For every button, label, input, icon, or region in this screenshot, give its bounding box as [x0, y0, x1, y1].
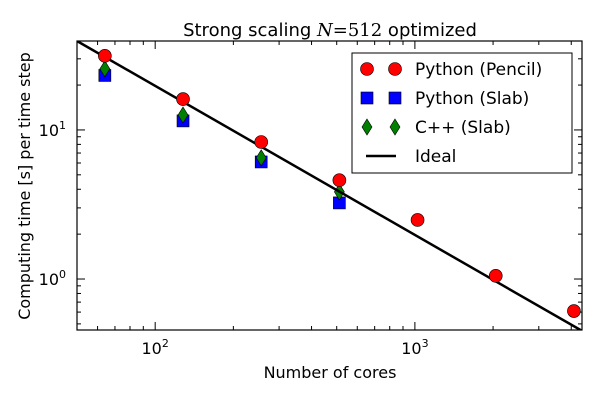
legend-diamond-icon	[361, 118, 373, 136]
legend-frame	[351, 52, 573, 174]
python-pencil-point	[98, 49, 112, 63]
x-tick-label: 102	[142, 337, 169, 358]
legend-diamond-icon	[389, 118, 401, 136]
plot-frame	[76, 40, 583, 331]
axis-ticks	[76, 41, 582, 330]
x-axis-label: Number of cores	[264, 363, 397, 382]
legend-label-python-pencil: Python (Pencil)	[415, 60, 542, 80]
legend-circle-icon	[388, 62, 402, 76]
c-slab-point	[99, 60, 111, 78]
python-pencil-point	[176, 92, 190, 106]
y-axis-label: Computing time [s] per time step	[15, 52, 34, 320]
legend-label-python-slab: Python (Slab)	[415, 89, 529, 109]
c-slab-point	[255, 149, 267, 167]
series-python-pencil	[98, 49, 581, 318]
y-tick-label: 101	[39, 119, 66, 140]
legend-square-icon	[388, 91, 402, 105]
plot-area	[77, 41, 582, 330]
python-pencil-point	[488, 269, 503, 283]
x-tick-label: 103	[401, 337, 428, 358]
chart-title: Strong scaling N=512 optimized	[183, 20, 477, 41]
series-layer	[77, 41, 582, 330]
legend-label-ideal: Ideal	[415, 147, 456, 167]
legend: Python (Pencil) Python (Slab) C++ (Slab) Id…	[351, 52, 573, 174]
python-pencil-point	[332, 173, 347, 188]
legend-circle-icon	[360, 62, 374, 76]
tick-labels: 102 103 100 101	[39, 119, 429, 358]
series-python-slab	[98, 69, 346, 210]
c-slab-point	[177, 106, 189, 124]
y-tick-label: 100	[39, 268, 66, 289]
series-c-slab	[99, 60, 345, 201]
legend-square-icon	[360, 91, 374, 105]
legend-label-c-slab: C++ (Slab)	[415, 118, 511, 138]
python-pencil-point	[254, 135, 269, 149]
ideal-line	[77, 41, 582, 330]
python-pencil-point	[567, 304, 581, 318]
python-pencil-point	[410, 213, 425, 227]
